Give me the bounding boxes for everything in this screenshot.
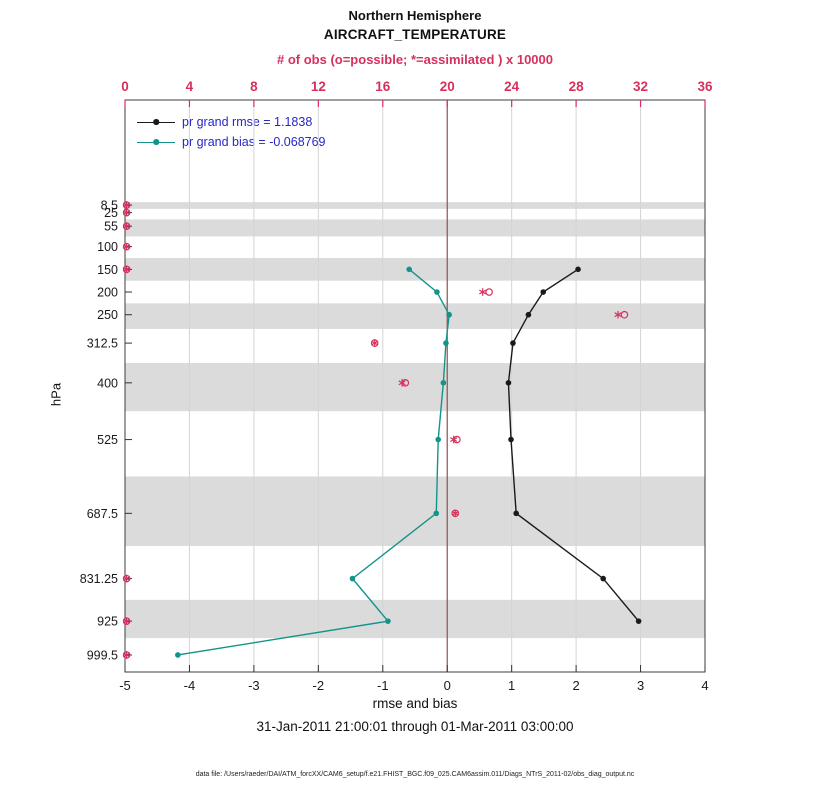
shaded-band <box>125 476 705 546</box>
obs-assimilated-marker <box>123 576 131 582</box>
pressure-tick-label: 150 <box>97 263 118 277</box>
legend-line-sample <box>137 139 175 145</box>
obs-assimilated-marker <box>371 340 379 346</box>
obs-assimilated-marker <box>123 266 131 272</box>
obs-assimilated-marker <box>123 652 131 658</box>
rmse-point-marker <box>513 510 519 517</box>
top-tick-label: 0 <box>121 79 129 94</box>
bias-point-marker <box>175 652 181 658</box>
obs-assimilated-marker <box>123 618 131 624</box>
shaded-band <box>125 202 705 209</box>
bias-point-marker <box>433 510 440 517</box>
shaded-band <box>125 362 705 412</box>
rmse-point-marker <box>575 266 581 273</box>
pressure-tick-label: 200 <box>97 286 118 300</box>
bottom-tick-label: -4 <box>184 678 196 693</box>
chart-variable-title: AIRCRAFT_TEMPERATURE <box>323 27 507 42</box>
top-tick-label: 36 <box>697 79 713 94</box>
obs-assimilated-marker <box>123 210 131 216</box>
bottom-tick-label: -2 <box>313 678 325 693</box>
top-tick-label: 32 <box>633 79 648 94</box>
rmse-point-marker <box>525 311 532 318</box>
bottom-tick-label: 1 <box>508 678 515 693</box>
legend-marker-dot <box>153 139 159 145</box>
top-tick-label: 4 <box>186 79 194 94</box>
obs-possible-marker <box>485 288 493 296</box>
bottom-tick-label: 3 <box>637 678 644 693</box>
obs-assimilated-marker <box>123 223 131 229</box>
pressure-tick-label: 55 <box>104 220 118 234</box>
pressure-tick-label: 687.5 <box>87 507 118 521</box>
obs-assimilated-marker <box>479 289 487 295</box>
bias-point-marker <box>434 289 440 295</box>
top-axis-label: # of obs (o=possible; *=assimilated ) x … <box>277 52 553 67</box>
bias-point-marker <box>385 618 391 624</box>
obs-possible-marker <box>620 310 629 319</box>
bias-point-marker <box>435 436 442 443</box>
obs-assimilated-marker <box>451 510 459 516</box>
pressure-tick-label: 400 <box>97 376 118 390</box>
top-tick-label: 28 <box>569 79 585 94</box>
top-tick-label: 12 <box>311 79 326 94</box>
pressure-tick-label: 312.5 <box>87 337 118 351</box>
legend: pr grand rmse = 1.1838 pr grand bias = -… <box>137 112 326 152</box>
pressure-tick-label: 999.5 <box>87 648 118 662</box>
obs-assimilated-marker <box>450 437 458 442</box>
chart-title: Northern Hemisphere <box>348 8 482 23</box>
rmse-point-marker <box>508 436 514 443</box>
x-axis-label: rmse and bias <box>372 696 458 711</box>
legend-item-rmse: pr grand rmse = 1.1838 <box>137 112 326 132</box>
pressure-tick-label: 25 <box>104 206 118 220</box>
shaded-band <box>125 219 705 237</box>
pressure-tick-label: 100 <box>97 240 118 254</box>
bias-point-marker <box>446 311 452 318</box>
obs-assimilated-marker <box>123 244 131 250</box>
pressure-tick-label: 250 <box>97 308 118 322</box>
rmse-point-marker <box>635 618 642 624</box>
pressure-tick-label: 8.5 <box>101 199 118 213</box>
legend-line-sample <box>137 119 175 125</box>
top-tick-label: 8 <box>250 79 258 94</box>
top-tick-label: 16 <box>375 79 391 94</box>
bias-point-marker <box>440 380 447 386</box>
legend-marker-dot <box>153 119 159 125</box>
legend-label-rmse: pr grand rmse = 1.1838 <box>182 115 313 129</box>
obs-assimilated-marker <box>614 312 622 318</box>
pressure-tick-label: 831.25 <box>80 572 118 586</box>
shaded-band <box>125 257 705 281</box>
top-tick-label: 20 <box>440 79 455 94</box>
bottom-tick-label: -5 <box>119 678 131 693</box>
rmse-point-marker <box>600 575 606 582</box>
bottom-tick-label: -3 <box>248 678 260 693</box>
bias-curve <box>177 268 450 656</box>
obs-assimilated-marker <box>398 380 406 386</box>
obs-assimilated-marker <box>123 202 131 208</box>
rmse-point-marker <box>505 380 512 386</box>
bias-point-marker <box>349 575 356 582</box>
bottom-tick-label: 0 <box>444 678 451 693</box>
data-file-path: data file: /Users/raeder/DAI/ATM_forcXX/… <box>195 771 635 778</box>
bottom-tick-label: -1 <box>377 678 389 693</box>
shaded-band <box>125 599 705 639</box>
rmse-point-marker <box>540 289 547 295</box>
top-tick-label: 24 <box>504 79 520 94</box>
plot-border <box>124 99 706 673</box>
pressure-tick-label: 925 <box>97 615 118 629</box>
bottom-tick-label: 2 <box>572 678 579 693</box>
bias-point-marker <box>406 266 413 273</box>
date-range: 31-Jan-2011 21:00:01 through 01-Mar-2011… <box>256 719 574 734</box>
shaded-band <box>125 303 705 329</box>
bias-point-marker <box>443 340 449 346</box>
rmse-point-marker <box>510 340 516 346</box>
bottom-tick-label: 4 <box>701 678 708 693</box>
pressure-tick-label: 525 <box>97 433 118 447</box>
